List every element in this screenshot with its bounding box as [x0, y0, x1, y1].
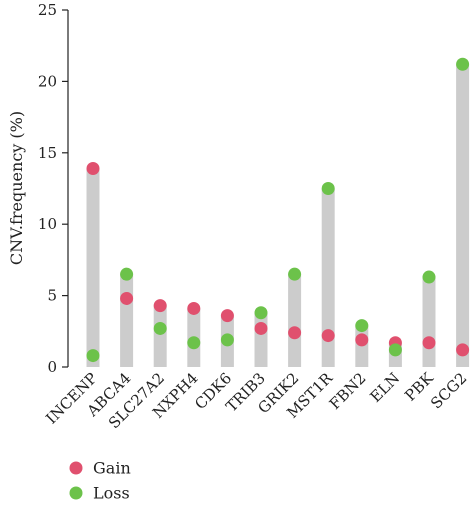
y-tick-label: 15 — [38, 144, 57, 162]
range-bar-mst1r — [321, 188, 335, 367]
gain-point-slc27a2 — [153, 299, 167, 313]
loss-point-cdk6 — [220, 333, 234, 347]
gain-point-abca4 — [120, 291, 134, 305]
point-group — [86, 57, 470, 363]
gain-point-cdk6 — [220, 309, 234, 323]
y-tick-label: 10 — [38, 215, 57, 233]
loss-point-incenp — [86, 349, 100, 363]
y-tick-label: 5 — [47, 287, 57, 305]
range-bar-abca4 — [120, 274, 134, 367]
legend: Gain Loss — [69, 459, 131, 503]
y-axis: 0 5 10 15 20 25 — [38, 1, 69, 376]
x-tick-label: FBN2 — [326, 369, 370, 413]
loss-point-nxph4 — [187, 336, 201, 350]
y-tick-label: 0 — [47, 358, 57, 376]
gain-point-grik2 — [288, 326, 302, 340]
gain-point-scg2 — [456, 343, 470, 357]
gain-point-nxph4 — [187, 301, 201, 315]
x-axis: INCENPABCA4SLC27A2NXPH4CDK6TRIB3GRIK2MST… — [42, 369, 470, 433]
gain-point-incenp — [86, 162, 100, 176]
loss-point-mst1r — [321, 182, 335, 195]
loss-point-abca4 — [120, 267, 134, 281]
range-bar-slc27a2 — [153, 305, 167, 367]
x-tick-label: ELN — [366, 369, 403, 406]
loss-point-slc27a2 — [153, 321, 167, 335]
y-tick-label: 20 — [38, 72, 57, 90]
legend-marker-loss — [69, 486, 83, 500]
x-tick-label: SCG2 — [427, 369, 470, 412]
gain-point-mst1r — [321, 329, 335, 343]
y-tick-label: 25 — [38, 1, 57, 19]
gain-point-trib3 — [254, 321, 268, 335]
legend-label-loss: Loss — [93, 484, 130, 503]
loss-point-trib3 — [254, 306, 268, 320]
range-bar-pbk — [422, 277, 436, 367]
range-bar-incenp — [86, 168, 100, 367]
loss-point-pbk — [422, 270, 436, 284]
range-bar-scg2 — [456, 64, 470, 367]
loss-point-scg2 — [456, 57, 470, 71]
legend-marker-gain — [69, 461, 83, 475]
gain-point-fbn2 — [355, 333, 369, 347]
loss-point-grik2 — [288, 267, 302, 281]
loss-point-eln — [388, 343, 402, 357]
range-bar-grik2 — [288, 274, 302, 367]
legend-label-gain: Gain — [93, 459, 131, 478]
loss-point-fbn2 — [355, 319, 369, 333]
y-axis-label: CNV.frequency (%) — [7, 111, 26, 265]
bar-group — [86, 64, 470, 367]
gain-point-pbk — [422, 336, 436, 350]
range-bar-trib3 — [254, 312, 268, 367]
